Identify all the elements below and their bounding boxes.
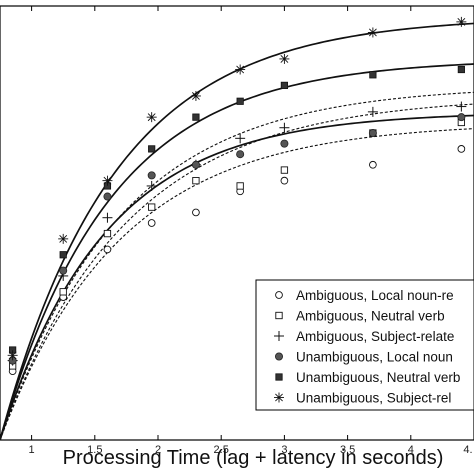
- data-point: [59, 251, 67, 259]
- curve-3: [0, 91, 474, 441]
- x-tick-label: 2.5: [214, 444, 229, 456]
- data-point: [279, 122, 290, 133]
- legend-marker: [275, 311, 283, 320]
- data-point: [147, 219, 156, 227]
- data-point: [192, 208, 200, 217]
- x-tick-label: 3: [281, 444, 287, 456]
- data-point: [280, 81, 289, 89]
- curve-2: [0, 103, 474, 441]
- x-tick-label: 4.: [463, 444, 472, 456]
- data-point: [59, 266, 68, 275]
- data-point: [279, 53, 290, 64]
- legend-marker: [274, 331, 284, 341]
- curve-4: [0, 114, 474, 441]
- data-point: [456, 16, 467, 27]
- data-points: [7, 16, 467, 376]
- data-point: [367, 106, 378, 117]
- legend-label: Unambiguous, Subject-rel: [296, 391, 451, 406]
- legend: Ambiguous, Local noun-re Ambiguous, Neutr…: [255, 279, 474, 411]
- x-axis-title: Processing Time (lag + latency in second…: [63, 447, 444, 469]
- data-point: [235, 64, 246, 75]
- data-point: [367, 27, 378, 38]
- data-point: [146, 112, 157, 123]
- data-point: [457, 65, 465, 74]
- legend-label: Ambiguous, Subject-relate: [296, 329, 454, 344]
- legend-label: Unambiguous, Neutral verb: [296, 370, 460, 385]
- x-tick-label: 4: [408, 444, 414, 456]
- data-point: [148, 145, 156, 153]
- data-point: [236, 150, 245, 159]
- x-tick-label: 1: [29, 444, 35, 456]
- curve-6: [0, 22, 474, 441]
- legend-label: Ambiguous, Neutral verb: [296, 309, 445, 324]
- data-point: [235, 133, 246, 144]
- data-point: [236, 182, 244, 190]
- data-point: [456, 101, 467, 112]
- data-point: [102, 212, 113, 223]
- data-point: [192, 177, 200, 185]
- data-point: [369, 160, 377, 169]
- data-point: [103, 229, 112, 238]
- data-point: [148, 203, 156, 211]
- data-point: [146, 180, 157, 191]
- data-point: [102, 175, 113, 186]
- x-axis-ticks: 1 1.5 2 2.5 3 3.5 4 4.: [29, 6, 473, 456]
- legend-marker: [275, 373, 283, 381]
- data-point: [103, 245, 112, 254]
- plot-frame: [0, 5, 474, 441]
- legend-marker: [275, 291, 283, 299]
- data-point: [58, 233, 69, 244]
- curve-1: [0, 128, 474, 441]
- data-point: [192, 113, 200, 121]
- x-tick-label: 2: [155, 444, 161, 456]
- data-point: [190, 90, 201, 101]
- legend-label: Ambiguous, Local noun-re: [296, 288, 454, 303]
- data-point: [191, 160, 200, 169]
- legend-marker: [274, 352, 283, 361]
- data-point: [280, 139, 289, 148]
- data-point: [457, 145, 466, 153]
- x-tick-label: 3.5: [340, 444, 355, 456]
- data-point: [103, 192, 112, 201]
- data-point: [59, 288, 67, 296]
- legend-marker: [274, 392, 284, 403]
- data-point: [368, 129, 377, 138]
- legend-box: [255, 279, 474, 411]
- data-point: [236, 97, 244, 105]
- data-point: [7, 350, 18, 361]
- data-point: [457, 113, 466, 122]
- legend-label: Unambiguous, Local noun: [296, 350, 453, 365]
- data-point: [280, 176, 289, 185]
- data-point: [369, 71, 377, 79]
- data-point: [280, 166, 289, 174]
- data-point: [147, 171, 156, 180]
- x-tick-label: 1.5: [87, 444, 102, 456]
